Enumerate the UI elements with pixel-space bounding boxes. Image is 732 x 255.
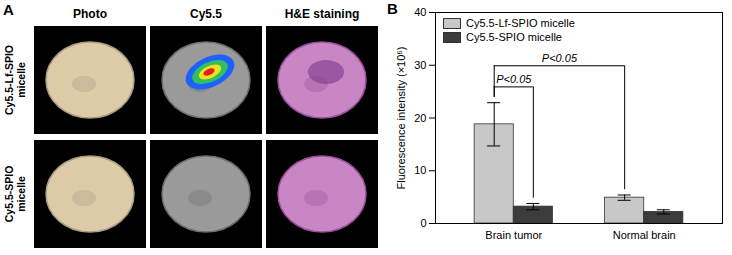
html-text:Cy5.5-Lf-SPIO micelle: Cy5.5-Lf-SPIO micelle [466,17,575,29]
svg-text:Fluorescence intensity (×10⁶): Fluorescence intensity (×10⁶) [395,46,407,189]
svg-text:40: 40 [414,6,426,18]
svg-text:Brain tumor: Brain tumor [485,229,542,241]
svg-text:P<0.05: P<0.05 [496,73,532,85]
svg-text:H&E staining: H&E staining [285,7,360,21]
svg-text:P<0.05: P<0.05 [542,52,578,64]
svg-text:Cy5.5: Cy5.5 [190,7,222,21]
svg-text:30: 30 [414,59,426,71]
svg-text:A: A [3,1,14,18]
svg-text:Normal brain: Normal brain [613,229,676,241]
svg-text:Photo: Photo [73,7,107,21]
svg-text:Cy5.5-Lf-SPIOmicelle: Cy5.5-Lf-SPIOmicelle [3,45,27,115]
svg-text:20: 20 [414,112,426,124]
svg-text:10: 10 [414,164,426,176]
svg-text:0: 0 [420,217,426,229]
svg-text:Cy5.5-SPIOmicelle: Cy5.5-SPIOmicelle [3,166,27,223]
html-text:B: B [387,0,398,17]
html-text:Cy5.5-SPIO micelle: Cy5.5-SPIO micelle [466,31,562,43]
